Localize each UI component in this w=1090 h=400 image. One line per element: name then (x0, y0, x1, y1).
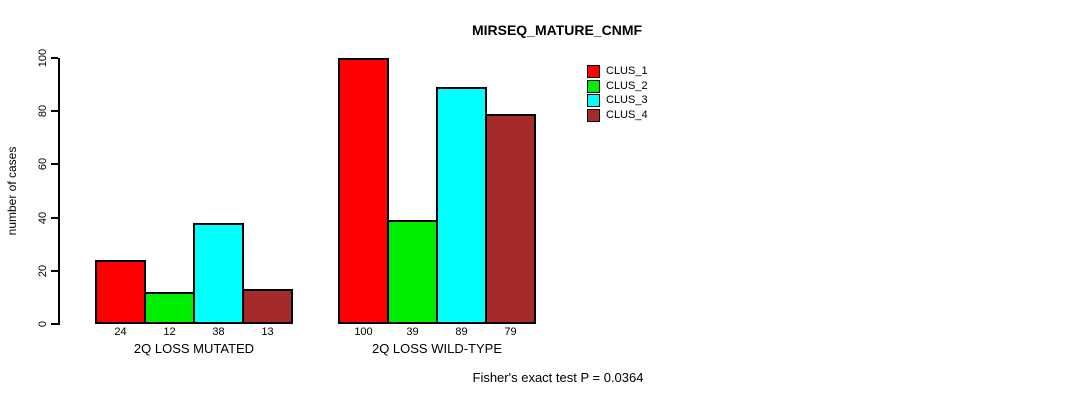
bar-clus_4 (242, 289, 293, 324)
y-tick-label: 20 (37, 264, 49, 277)
legend-swatch-clus_4 (587, 109, 600, 122)
y-tick-label: 80 (37, 105, 49, 118)
bar-value-label: 13 (261, 326, 274, 338)
group-label: 2Q LOSS WILD-TYPE (371, 341, 503, 356)
bar-value-label: 38 (212, 326, 225, 338)
legend-label-clus_4: CLUS_4 (606, 109, 648, 121)
y-tick (51, 323, 58, 325)
y-tick-label: 40 (37, 211, 49, 224)
legend-swatch-clus_2 (587, 80, 600, 93)
bar-clus_3 (436, 87, 487, 324)
chart-title: MIRSEQ_MATURE_CNMF (471, 22, 643, 38)
group-label: 2Q LOSS MUTATED (133, 341, 255, 356)
bar-clus_2 (144, 292, 195, 324)
bar-clus_1 (95, 260, 146, 324)
y-tick-label: 100 (37, 48, 49, 68)
bar-value-label: 100 (354, 326, 373, 338)
y-tick-label: 60 (37, 158, 49, 171)
legend-swatch-clus_3 (587, 94, 600, 107)
bar-clus_4 (485, 114, 536, 324)
y-tick (51, 57, 58, 59)
bar-value-label: 39 (406, 326, 419, 338)
y-tick (51, 269, 58, 272)
y-tick (51, 163, 58, 166)
y-tick (51, 216, 58, 219)
bar-clus_2 (387, 220, 438, 324)
legend-label-clus_2: CLUS_2 (606, 80, 648, 92)
bar-clus_3 (193, 223, 244, 324)
bar-value-label: 79 (504, 326, 517, 338)
bar-value-label: 24 (114, 326, 127, 338)
annotation-text: Fisher's exact test P = 0.0364 (472, 370, 644, 385)
legend-swatch-clus_1 (587, 65, 600, 78)
bar-clus_1 (338, 58, 389, 324)
y-tick (51, 110, 58, 113)
legend-label-clus_3: CLUS_3 (606, 94, 648, 106)
bar-value-label: 12 (163, 326, 176, 338)
bar-value-label: 89 (455, 326, 468, 338)
y-axis-line (58, 58, 60, 325)
y-tick-label: 0 (37, 320, 49, 328)
y-axis-label: number of cases (5, 146, 19, 236)
legend-label-clus_1: CLUS_1 (606, 65, 648, 77)
